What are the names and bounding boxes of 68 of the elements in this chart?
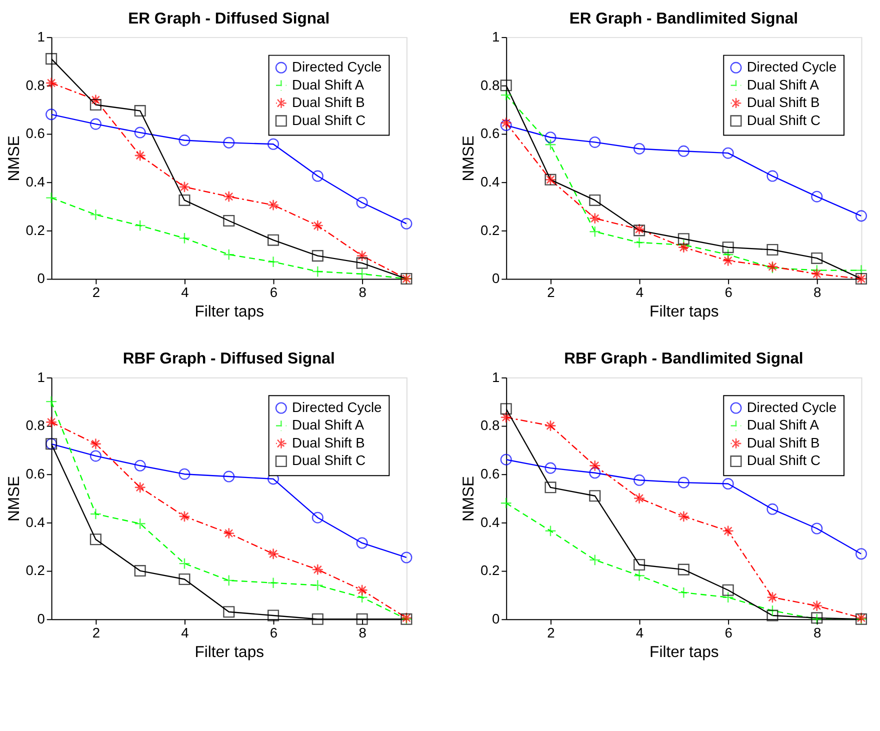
- x-tick-label: 8: [814, 624, 822, 640]
- y-tick-label: 0.4: [480, 174, 500, 190]
- legend-label: Dual Shift C: [746, 452, 820, 468]
- legend-label: Directed Cycle: [292, 398, 382, 415]
- legend-label: Directed Cycle: [292, 58, 382, 75]
- legend-label: Dual Shift B: [292, 94, 365, 110]
- x-axis-title: Filter taps: [650, 304, 719, 321]
- y-tick-label: 1: [37, 28, 45, 44]
- x-tick-label: 6: [270, 624, 278, 640]
- legend-label: Dual Shift A: [292, 76, 365, 92]
- y-tick-label: 0: [492, 270, 500, 286]
- x-tick-label: 2: [547, 624, 555, 640]
- x-axis-title: Filter taps: [194, 304, 264, 321]
- x-tick-label: 4: [181, 624, 190, 640]
- x-tick-label: 6: [724, 284, 733, 300]
- y-tick-label: 0.2: [26, 562, 45, 578]
- x-tick-label: 2: [547, 284, 555, 300]
- y-tick-label: 0.6: [480, 125, 500, 142]
- y-tick-label: 0.2: [26, 222, 45, 238]
- chart-title: RBF Graph - Bandlimited Signal: [564, 350, 804, 368]
- legend-label: Dual Shift B: [746, 94, 820, 110]
- y-tick-label: 1: [492, 368, 500, 385]
- y-tick-label: 1: [492, 28, 500, 44]
- y-tick-label: 0.6: [26, 466, 46, 482]
- y-tick-label: 0.8: [480, 76, 500, 93]
- y-axis-title: NMSE: [6, 136, 23, 182]
- chart-title: ER Graph - Bandlimited Signal: [569, 10, 798, 28]
- x-tick-label: 2: [92, 624, 100, 640]
- x-axis-title: Filter taps: [650, 644, 719, 662]
- legend-label: Dual Shift C: [746, 112, 820, 128]
- y-tick-label: 0.6: [26, 125, 46, 142]
- y-tick-label: 0.2: [480, 222, 500, 238]
- legend-label: Dual Shift C: [292, 112, 366, 128]
- y-tick-label: 0.8: [26, 417, 46, 434]
- y-tick-label: 0.4: [26, 514, 46, 530]
- x-tick-label: 4: [181, 284, 190, 300]
- chart-title: ER Graph - Diffused Signal: [128, 10, 330, 28]
- legend-label: Dual Shift A: [292, 416, 365, 433]
- x-tick-label: 6: [270, 284, 278, 300]
- x-tick-label: 8: [814, 284, 822, 300]
- x-tick-label: 6: [724, 624, 733, 640]
- chart-title: RBF Graph - Diffused Signal: [122, 350, 335, 368]
- x-tick-label: 2: [92, 284, 100, 300]
- x-tick-label: 4: [636, 284, 644, 300]
- y-tick-label: 0.8: [480, 417, 500, 434]
- legend-label: Directed Cycle: [746, 58, 837, 75]
- x-tick-label: 8: [358, 624, 367, 640]
- y-tick-label: 0.8: [26, 76, 46, 93]
- x-tick-label: 8: [358, 284, 367, 300]
- y-tick-label: 0.2: [480, 562, 500, 578]
- legend-label: Dual Shift A: [746, 416, 820, 433]
- y-axis-title: NMSE: [460, 476, 478, 522]
- y-tick-label: 1: [37, 368, 45, 385]
- x-tick-label: 4: [636, 624, 644, 640]
- x-axis-title: Filter taps: [194, 644, 264, 662]
- y-tick-label: 0: [37, 610, 46, 627]
- y-axis-title: NMSE: [460, 136, 478, 182]
- y-tick-label: 0.6: [480, 466, 500, 482]
- y-tick-label: 0.4: [26, 174, 46, 190]
- legend-label: Dual Shift B: [746, 434, 820, 450]
- y-axis-title: NMSE: [6, 476, 23, 522]
- y-tick-label: 0: [492, 610, 500, 627]
- y-tick-label: 0.4: [480, 514, 500, 530]
- y-tick-label: 0: [37, 270, 46, 286]
- legend-label: Directed Cycle: [746, 398, 837, 415]
- legend-label: Dual Shift A: [746, 76, 820, 92]
- legend-label: Dual Shift C: [292, 452, 366, 468]
- legend-label: Dual Shift B: [292, 434, 365, 450]
